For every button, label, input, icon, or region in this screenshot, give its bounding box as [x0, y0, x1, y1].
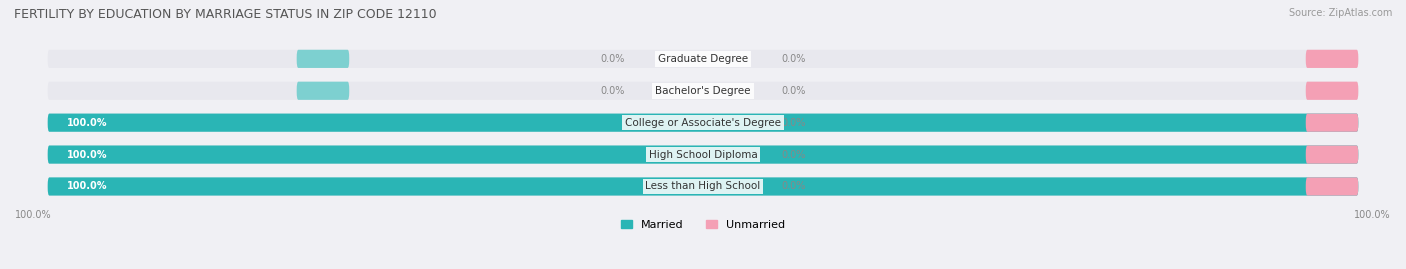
FancyBboxPatch shape: [297, 82, 349, 100]
FancyBboxPatch shape: [48, 114, 1358, 132]
FancyBboxPatch shape: [1306, 50, 1358, 68]
Text: 0.0%: 0.0%: [782, 86, 806, 96]
FancyBboxPatch shape: [1306, 82, 1358, 100]
FancyBboxPatch shape: [48, 146, 1358, 164]
Text: Bachelor's Degree: Bachelor's Degree: [655, 86, 751, 96]
Text: 100.0%: 100.0%: [67, 182, 108, 192]
Text: 100.0%: 100.0%: [15, 210, 52, 220]
FancyBboxPatch shape: [1306, 177, 1358, 196]
FancyBboxPatch shape: [48, 82, 1358, 100]
Text: 100.0%: 100.0%: [67, 150, 108, 160]
FancyBboxPatch shape: [48, 114, 1358, 132]
FancyBboxPatch shape: [297, 50, 349, 68]
FancyBboxPatch shape: [48, 50, 1358, 68]
Text: FERTILITY BY EDUCATION BY MARRIAGE STATUS IN ZIP CODE 12110: FERTILITY BY EDUCATION BY MARRIAGE STATU…: [14, 8, 437, 21]
Text: 0.0%: 0.0%: [782, 54, 806, 64]
FancyBboxPatch shape: [48, 177, 1358, 196]
FancyBboxPatch shape: [1306, 114, 1358, 132]
Text: 0.0%: 0.0%: [600, 54, 624, 64]
FancyBboxPatch shape: [48, 146, 1358, 164]
Text: Less than High School: Less than High School: [645, 182, 761, 192]
Text: College or Associate's Degree: College or Associate's Degree: [626, 118, 780, 128]
Text: Source: ZipAtlas.com: Source: ZipAtlas.com: [1288, 8, 1392, 18]
Text: 0.0%: 0.0%: [782, 182, 806, 192]
Text: 0.0%: 0.0%: [782, 150, 806, 160]
Text: High School Diploma: High School Diploma: [648, 150, 758, 160]
Text: 100.0%: 100.0%: [1354, 210, 1391, 220]
Text: Graduate Degree: Graduate Degree: [658, 54, 748, 64]
Text: 100.0%: 100.0%: [67, 118, 108, 128]
FancyBboxPatch shape: [48, 177, 1358, 196]
Text: 0.0%: 0.0%: [600, 86, 624, 96]
Text: 0.0%: 0.0%: [782, 118, 806, 128]
Legend: Married, Unmarried: Married, Unmarried: [617, 215, 789, 234]
FancyBboxPatch shape: [1306, 146, 1358, 164]
